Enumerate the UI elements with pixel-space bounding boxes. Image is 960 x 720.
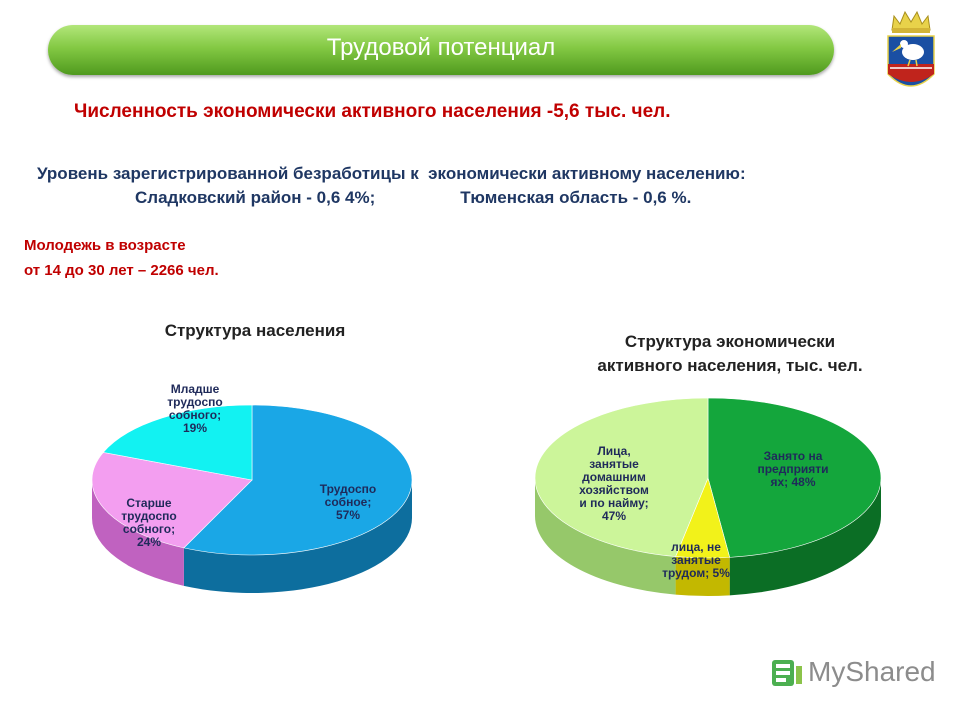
pie-chart-2: Занято на предприяти ях; 48% лица, не заняты… xyxy=(534,397,882,596)
pie-chart-1: Трудоспо собное; 57% Старше трудоспо собного;… xyxy=(91,382,413,593)
crown-icon xyxy=(891,10,931,33)
pie-label-2-3: Лица, занятые домашним хозяйством и по найму… xyxy=(579,444,649,523)
headline: Численность экономически активного насел… xyxy=(74,101,671,122)
pie-side-1-2 xyxy=(92,480,184,586)
youth-line-2: от 14 до 30 лет – 2266 чел. xyxy=(24,262,219,279)
pie-slice-1-2 xyxy=(91,452,253,549)
pie-side-2-2 xyxy=(675,556,730,596)
pie-side-1-1 xyxy=(183,480,412,593)
chart-2-title-line-1: Структура экономически xyxy=(624,332,836,351)
youth-line-1: Молодежь в возрасте xyxy=(24,237,186,254)
pie-label-1-2: Старше трудоспо собного; 24% xyxy=(121,496,176,549)
unemployment-line-2: Сладковский район - 0,6 4%; Тюменская об… xyxy=(135,188,692,207)
chart-2-title: Структура экономически активного населен… xyxy=(540,330,920,378)
pie-slice-1-1 xyxy=(183,404,413,556)
pie-slice-2-1 xyxy=(707,397,882,558)
pie-label-1-3: Младше трудоспо собного; 19% xyxy=(167,382,222,435)
unemployment-line-1: Уровень зарегистрированной безработицы к… xyxy=(37,164,746,183)
pie-side-2-1 xyxy=(729,478,882,596)
title-banner: Трудовой потенциал xyxy=(48,25,834,75)
page-title: Трудовой потенциал xyxy=(326,34,556,61)
pie-side-2-3 xyxy=(535,478,676,595)
myshared-logo-icon xyxy=(772,660,802,686)
coat-of-arms-pelican-icon xyxy=(887,10,935,87)
pie-label-2-2: лица, не занятые трудом; 5% xyxy=(662,540,730,580)
chart-1-title: Структура населения xyxy=(164,321,346,340)
pie-slice-1-3 xyxy=(102,404,253,481)
pelican-icon xyxy=(892,40,924,67)
chart-2-title-line-2: активного населения, тыс. чел. xyxy=(597,356,863,375)
myshared-logo-text: MyShared xyxy=(808,656,936,687)
pie-label-1-1: Трудоспо собное; 57% xyxy=(320,482,376,522)
pie-label-2-1: Занято на предприяти ях; 48% xyxy=(757,449,828,489)
pie-slice-2-3 xyxy=(534,397,709,557)
